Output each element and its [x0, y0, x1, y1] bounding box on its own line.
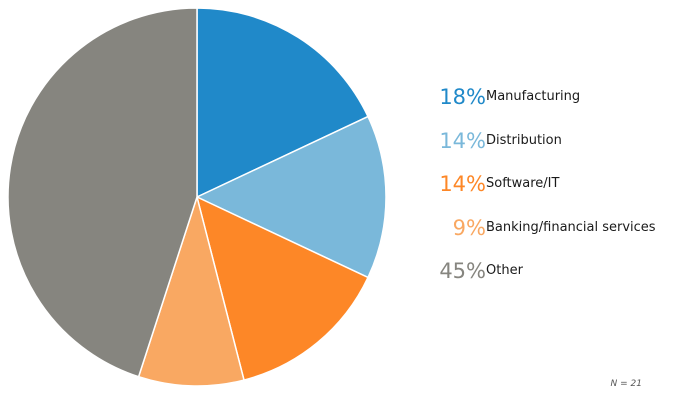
legend-label-manufacturing: Manufacturing	[486, 89, 581, 104]
legend-value-banking-financial-services: 9%	[452, 215, 486, 240]
legend-item-distribution: 14% Distribution	[414, 126, 672, 156]
legend-value-other: 45%	[439, 259, 486, 283]
pie-slice-manufacturing	[196, 7, 370, 199]
pie-slice-distribution	[195, 115, 387, 279]
pie-slice-other	[7, 7, 198, 378]
legend-label-software-it: Software/IT	[486, 176, 560, 191]
legend-value-manufacturing: 18%	[439, 85, 486, 109]
legend-value-distribution: 14%	[439, 128, 486, 153]
legend-item-banking-financial-services: 9% Banking/financial services	[414, 213, 672, 243]
legend-value-software-it: 14%	[439, 172, 486, 196]
pie-slice-software-it	[195, 195, 370, 381]
legend-label-banking-financial-services: Banking/financial services	[486, 219, 656, 235]
legend-item-software-it: 14% Software/IT	[414, 169, 672, 199]
legend-label-other: Other	[486, 263, 523, 278]
pie-slice-banking-financial-services	[137, 194, 245, 387]
sample-size-note: N = 21	[610, 379, 642, 389]
legend-item-other: 45% Other	[414, 256, 672, 286]
legend-label-distribution: Distribution	[486, 132, 562, 148]
legend-item-manufacturing: 18% Manufacturing	[414, 82, 672, 112]
